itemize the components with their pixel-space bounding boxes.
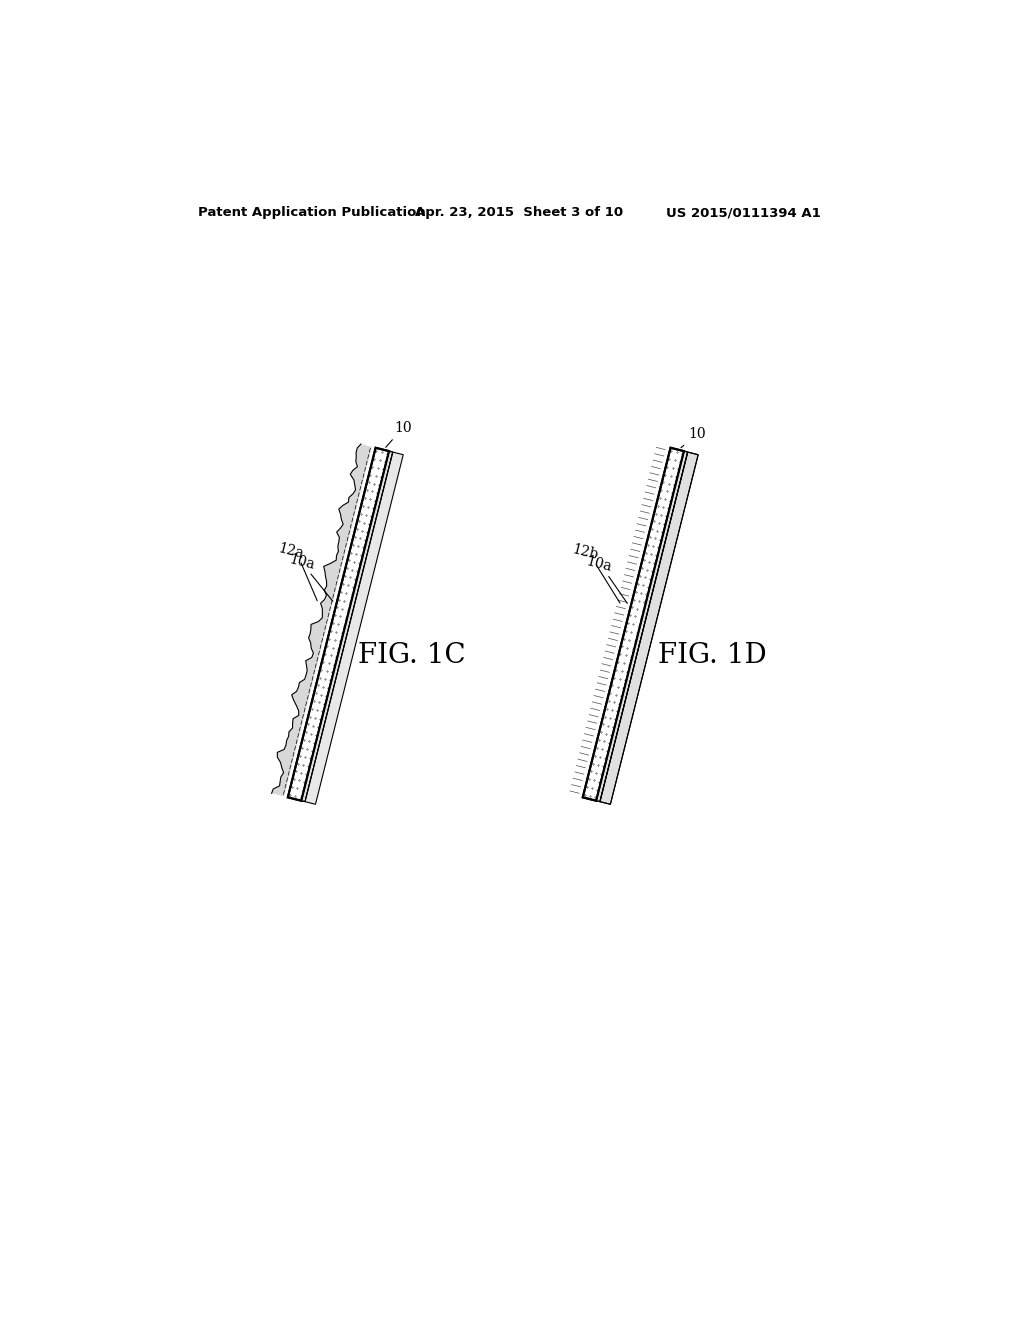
Text: 10a: 10a	[287, 553, 315, 573]
Polygon shape	[305, 451, 403, 804]
Text: 12b: 12b	[571, 543, 600, 562]
Text: 10a: 10a	[585, 554, 613, 574]
Text: Patent Application Publication: Patent Application Publication	[199, 206, 426, 219]
Text: 10: 10	[386, 421, 412, 447]
Text: US 2015/0111394 A1: US 2015/0111394 A1	[666, 206, 820, 219]
Polygon shape	[583, 447, 684, 801]
Polygon shape	[596, 451, 688, 801]
Polygon shape	[301, 451, 393, 801]
Text: 12a: 12a	[276, 541, 305, 561]
Text: FIG. 1C: FIG. 1C	[357, 642, 466, 668]
Text: FIG. 1D: FIG. 1D	[657, 642, 766, 668]
Text: 10: 10	[681, 428, 707, 447]
Polygon shape	[288, 447, 389, 801]
Text: Apr. 23, 2015  Sheet 3 of 10: Apr. 23, 2015 Sheet 3 of 10	[416, 206, 624, 219]
Polygon shape	[271, 444, 372, 796]
Polygon shape	[600, 451, 698, 804]
